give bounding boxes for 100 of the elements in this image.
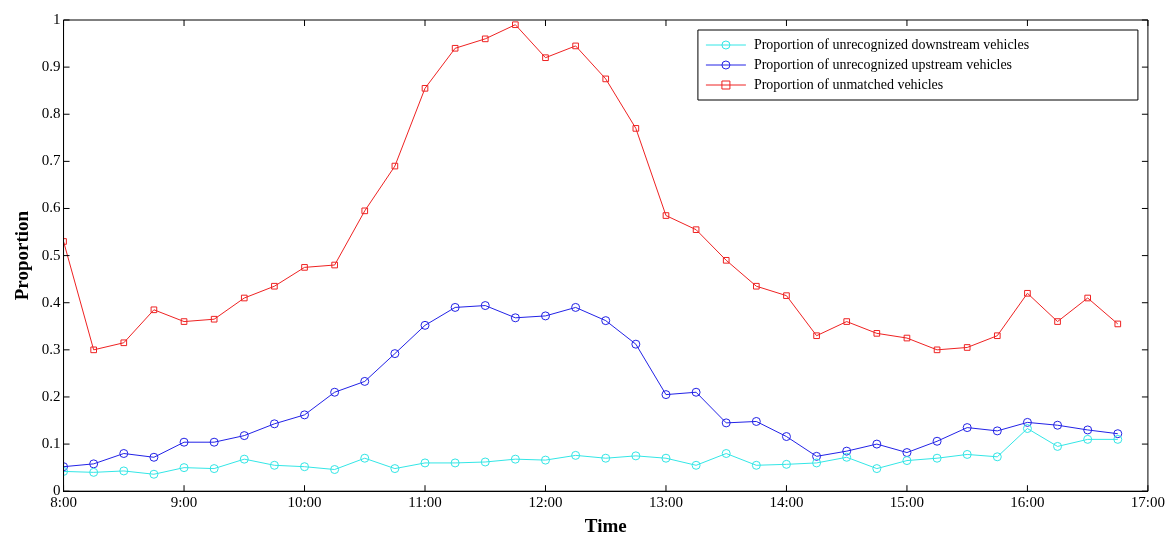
y-tick-label: 0.5 bbox=[41, 246, 61, 263]
point bbox=[843, 318, 851, 325]
point bbox=[571, 302, 581, 312]
x-tick-label: 11:00 bbox=[408, 494, 442, 511]
point bbox=[1113, 429, 1123, 439]
point bbox=[1024, 289, 1031, 297]
point bbox=[361, 207, 369, 215]
point bbox=[179, 463, 189, 473]
point bbox=[1022, 424, 1032, 434]
x-tick-label: 16:00 bbox=[1010, 494, 1045, 511]
y-tick-label: 1 bbox=[53, 10, 61, 27]
point bbox=[751, 416, 761, 426]
point bbox=[300, 410, 310, 420]
point bbox=[571, 450, 581, 460]
point bbox=[1053, 420, 1063, 430]
point bbox=[271, 282, 278, 290]
point bbox=[119, 466, 129, 476]
point bbox=[932, 453, 942, 463]
point bbox=[239, 431, 249, 441]
x-tick-label: 14:00 bbox=[769, 494, 804, 511]
point bbox=[842, 452, 852, 462]
point bbox=[390, 349, 400, 359]
point bbox=[360, 376, 370, 386]
point bbox=[661, 453, 671, 463]
point bbox=[721, 449, 731, 458]
point bbox=[179, 437, 189, 447]
x-tick-label: 8:00 bbox=[50, 494, 77, 511]
y-tick-label: 0.7 bbox=[41, 152, 62, 169]
legend-label: Proportion of unrecognized upstream vehicles bbox=[753, 56, 1013, 72]
point bbox=[781, 432, 791, 442]
y-tick-label: 0.9 bbox=[41, 58, 61, 75]
point bbox=[391, 162, 399, 170]
point bbox=[89, 459, 99, 469]
point bbox=[269, 460, 279, 470]
point bbox=[510, 313, 520, 323]
point bbox=[722, 256, 730, 264]
point bbox=[301, 264, 308, 271]
point bbox=[269, 419, 279, 429]
point bbox=[813, 332, 820, 340]
point bbox=[602, 75, 610, 83]
point bbox=[1114, 320, 1122, 328]
point bbox=[209, 464, 219, 474]
point bbox=[239, 454, 249, 464]
point bbox=[450, 302, 460, 312]
point bbox=[330, 465, 340, 475]
point bbox=[1083, 434, 1093, 444]
point bbox=[842, 446, 852, 456]
point bbox=[962, 423, 972, 433]
point bbox=[1054, 318, 1061, 325]
point bbox=[781, 459, 791, 469]
point bbox=[1022, 417, 1032, 427]
point bbox=[149, 452, 159, 462]
legend-label: Proportion of unrecognized downstream vehicles bbox=[753, 36, 1030, 52]
x-tick-label: 17:00 bbox=[1130, 494, 1165, 511]
y-tick-label: 0.3 bbox=[41, 340, 61, 357]
y-tick-label: 0.1 bbox=[41, 435, 61, 452]
point bbox=[601, 453, 611, 463]
point bbox=[632, 125, 640, 132]
y-tick-label: 0.6 bbox=[41, 199, 62, 216]
point bbox=[540, 455, 550, 465]
point bbox=[1084, 294, 1091, 302]
point bbox=[510, 454, 520, 464]
point bbox=[932, 436, 942, 446]
point bbox=[540, 311, 550, 321]
point bbox=[360, 453, 370, 463]
point bbox=[783, 292, 790, 299]
point bbox=[721, 418, 731, 428]
point bbox=[872, 464, 882, 474]
point bbox=[691, 460, 701, 470]
point bbox=[601, 316, 611, 326]
point bbox=[480, 301, 490, 311]
point bbox=[331, 261, 338, 269]
point bbox=[812, 451, 822, 461]
point bbox=[812, 458, 822, 468]
point bbox=[902, 448, 912, 458]
x-tick-label: 15:00 bbox=[889, 494, 925, 511]
point bbox=[240, 294, 248, 302]
point bbox=[330, 387, 340, 397]
point bbox=[390, 464, 400, 474]
point bbox=[662, 212, 670, 219]
point bbox=[691, 387, 701, 397]
point bbox=[631, 339, 641, 349]
point bbox=[149, 469, 159, 479]
point bbox=[992, 452, 1002, 462]
point bbox=[751, 460, 761, 470]
legend-label: Proportion of unmatched vehicles bbox=[753, 76, 944, 92]
point bbox=[753, 282, 760, 290]
point bbox=[420, 458, 430, 468]
point bbox=[873, 330, 881, 337]
point bbox=[481, 35, 489, 43]
y-tick-label: 0.8 bbox=[41, 105, 61, 122]
x-tick-label: 10:00 bbox=[287, 494, 322, 511]
point bbox=[480, 457, 490, 467]
x-axis-title: Time bbox=[584, 514, 627, 536]
point bbox=[119, 449, 129, 458]
point bbox=[631, 451, 641, 461]
point bbox=[300, 462, 310, 472]
point bbox=[993, 332, 1001, 340]
point bbox=[903, 334, 911, 342]
point bbox=[933, 346, 941, 354]
